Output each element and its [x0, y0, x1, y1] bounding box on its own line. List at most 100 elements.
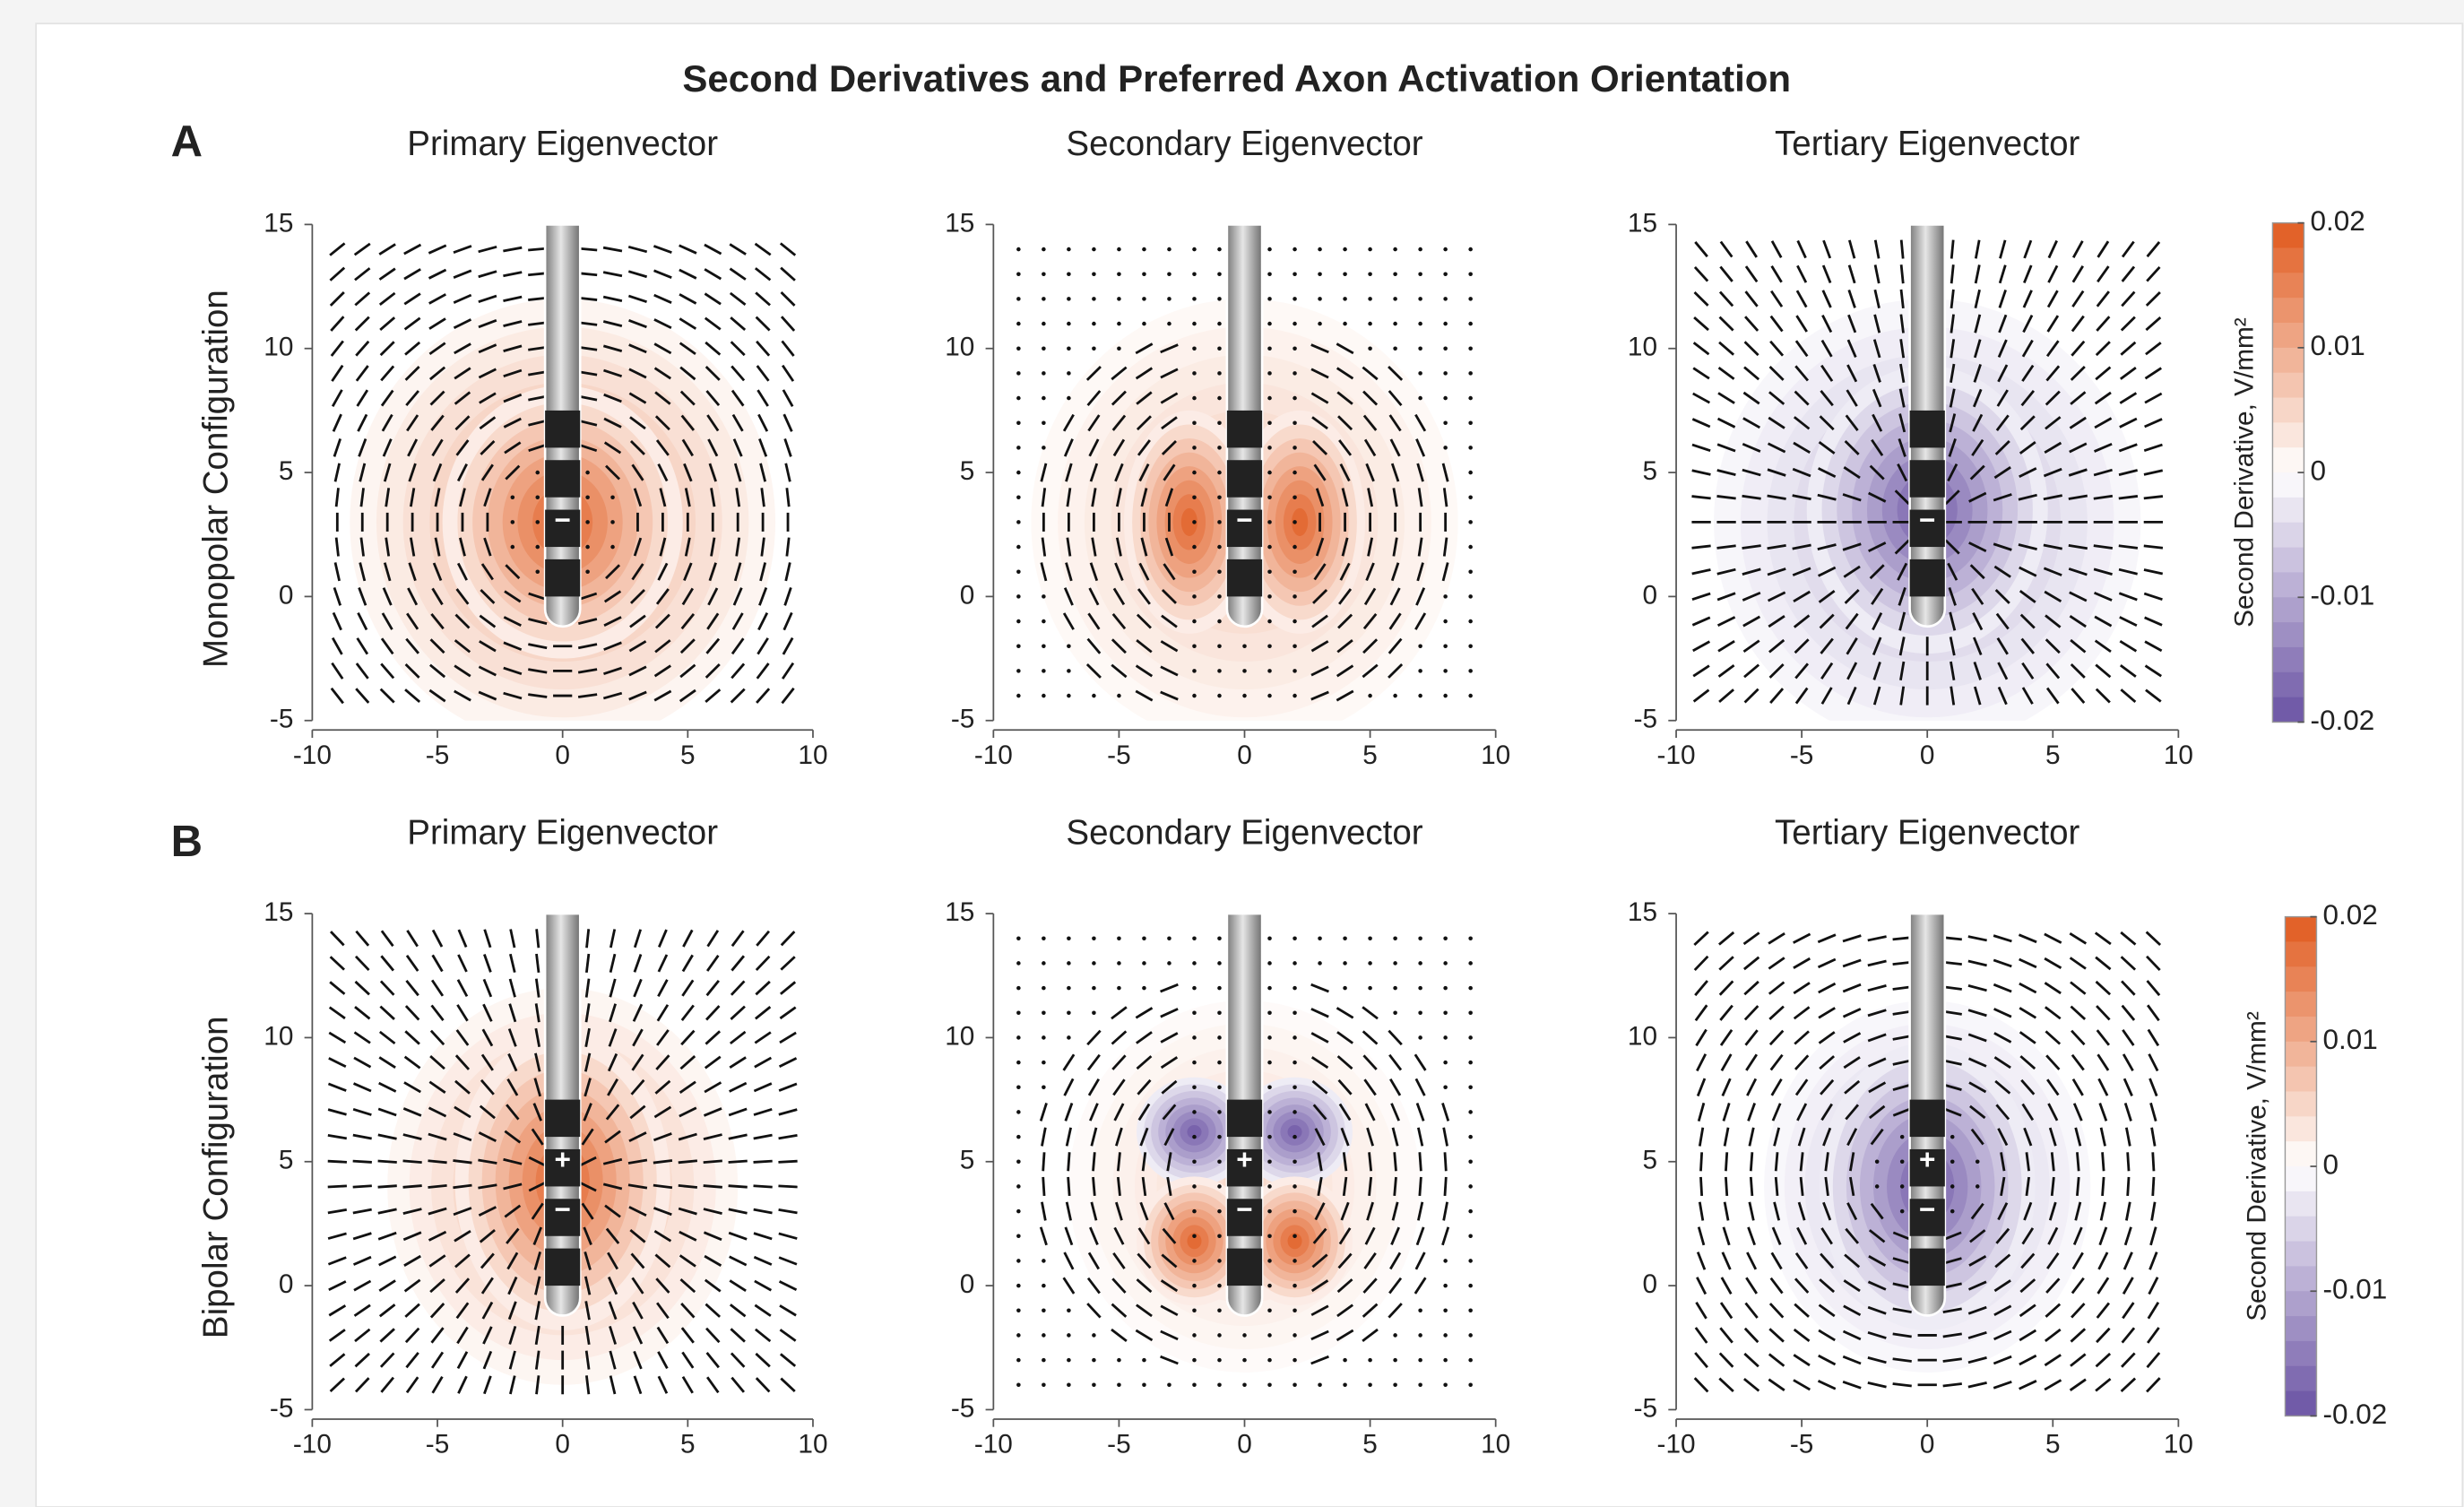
- orientation-dot: [1142, 247, 1146, 252]
- orientation-dot: [1267, 1184, 1272, 1189]
- orientation-dot: [1468, 569, 1473, 574]
- orientation-line: [403, 1186, 422, 1188]
- row-label: Bipolar Configuration: [196, 1016, 235, 1338]
- x-tick-label: 0: [1920, 1430, 1935, 1459]
- orientation-dot: [1217, 1010, 1222, 1015]
- orientation-dot: [1343, 961, 1347, 966]
- colorbar-step: [2272, 447, 2304, 472]
- orientation-dot: [1443, 297, 1448, 301]
- orientation-dot: [1418, 936, 1422, 940]
- orientation-dot: [1016, 1061, 1021, 1065]
- orientation-dot: [1393, 986, 1397, 991]
- orientation-dot: [1217, 272, 1222, 276]
- orientation-line: [1395, 1177, 1396, 1196]
- orientation-dot: [1016, 961, 1021, 966]
- orientation-dot: [1468, 297, 1473, 301]
- x-tick-label: 5: [1362, 1430, 1378, 1459]
- colorbar-step: [2285, 1017, 2316, 1042]
- orientation-dot: [1468, 1135, 1473, 1139]
- orientation-dot: [1293, 1308, 1297, 1312]
- orientation-dot: [1217, 1085, 1222, 1089]
- orientation-dot: [1217, 594, 1222, 599]
- orientation-dot: [1267, 936, 1272, 940]
- orientation-dot: [1318, 247, 1322, 252]
- orientation-dot: [1443, 247, 1448, 252]
- orientation-dot: [1418, 986, 1422, 991]
- orientation-dot: [1117, 346, 1121, 351]
- x-tick-label: 0: [1237, 741, 1252, 770]
- orientation-line: [1700, 1177, 1701, 1196]
- colorbar-step: [2272, 348, 2304, 373]
- orientation-dot: [1192, 1010, 1197, 1015]
- orientation-dot: [1192, 272, 1197, 276]
- orientation-dot: [1468, 396, 1473, 401]
- orientation-dot: [1293, 520, 1297, 524]
- orientation-dot: [1950, 1209, 1955, 1214]
- orientation-dot: [1443, 986, 1448, 991]
- electrode-polarity: −: [1236, 504, 1252, 536]
- orientation-dot: [1217, 1284, 1222, 1288]
- x-tick-label: -5: [1790, 741, 1813, 770]
- orientation-dot: [1343, 936, 1347, 940]
- orientation-dot: [1042, 346, 1046, 351]
- orientation-line: [1043, 1177, 1044, 1196]
- orientation-dot: [1293, 1333, 1297, 1338]
- orientation-dot: [1042, 1085, 1046, 1089]
- orientation-dot: [1042, 694, 1046, 698]
- orientation-dot: [1067, 396, 1071, 401]
- orientation-line: [1068, 1177, 1070, 1196]
- orientation-dot: [1192, 371, 1197, 376]
- orientation-dot: [1293, 1259, 1297, 1263]
- orientation-dot: [1217, 471, 1222, 475]
- colorbar-step: [2272, 422, 2304, 447]
- orientation-dot: [1293, 495, 1297, 499]
- orientation-dot: [1443, 1382, 1448, 1387]
- orientation-dot: [1468, 1308, 1473, 1312]
- colorbar-step: [2285, 1091, 2316, 1116]
- orientation-dot: [1293, 1159, 1297, 1164]
- orientation-dot: [1016, 669, 1021, 673]
- orientation-dot: [1092, 694, 1096, 698]
- figure: Second Derivatives and Preferred Axon Ac…: [0, 0, 2464, 1507]
- x-tick-label: -5: [426, 741, 449, 770]
- orientation-dot: [1293, 297, 1297, 301]
- orientation-dot: [1042, 420, 1046, 425]
- orientation-dot: [1016, 1209, 1021, 1214]
- orientation-dot: [1267, 986, 1272, 991]
- x-tick-label: 10: [798, 1430, 827, 1459]
- orientation-dot: [1042, 371, 1046, 376]
- orientation-dot: [1217, 1234, 1222, 1238]
- colorbar-step: [2272, 498, 2304, 523]
- orientation-dot: [1368, 322, 1372, 326]
- orientation-dot: [1318, 272, 1322, 276]
- orientation-dot: [1468, 1184, 1473, 1189]
- orientation-dot: [1217, 371, 1222, 376]
- orientation-dot: [1443, 371, 1448, 376]
- orientation-dot: [1418, 644, 1422, 648]
- orientation-dot: [1016, 495, 1021, 499]
- orientation-dot: [1267, 1010, 1272, 1015]
- orientation-dot: [1016, 1259, 1021, 1263]
- orientation-dot: [1875, 1184, 1880, 1189]
- panel-title: Secondary Eigenvector: [1066, 125, 1422, 163]
- orientation-line: [403, 1161, 422, 1163]
- orientation-dot: [1092, 1333, 1096, 1338]
- orientation-dot: [1016, 1184, 1021, 1189]
- orientation-dot: [1042, 1035, 1046, 1040]
- colorbar-tick-label: -0.01: [2310, 579, 2374, 611]
- orientation-line: [1776, 1177, 1777, 1196]
- colorbar-label: Second Derivative, V/mm²: [2243, 1011, 2272, 1321]
- orientation-dot: [1192, 1358, 1197, 1363]
- orientation-dot: [1293, 396, 1297, 401]
- orientation-dot: [1368, 1358, 1372, 1363]
- orientation-dot: [1267, 669, 1272, 673]
- colorbar-tick-label: 0: [2322, 1148, 2339, 1180]
- orientation-dot: [1042, 961, 1046, 966]
- orientation-dot: [1192, 471, 1197, 475]
- orientation-dot: [1468, 961, 1473, 966]
- colorbar-step: [2285, 992, 2316, 1017]
- orientation-dot: [1468, 1234, 1473, 1238]
- orientation-dot: [1293, 644, 1297, 648]
- orientation-dot: [1418, 272, 1422, 276]
- orientation-dot: [1217, 420, 1222, 425]
